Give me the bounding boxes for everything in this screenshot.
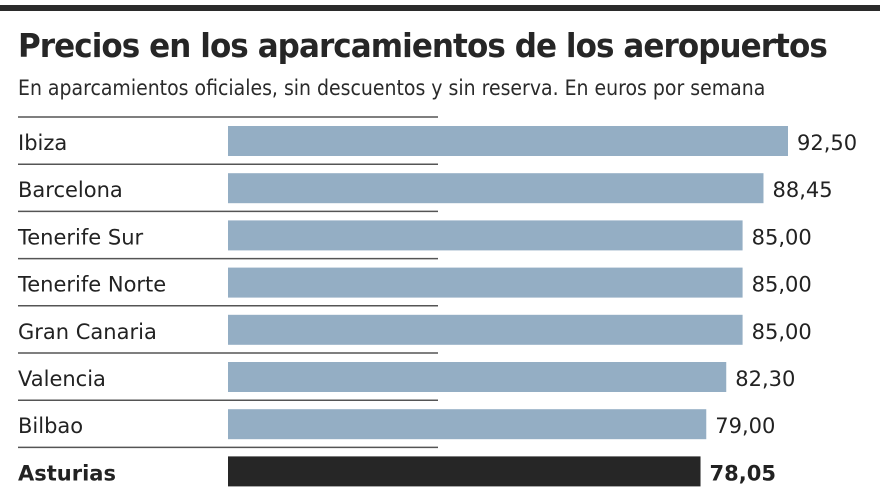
bar-bilbao — [228, 409, 707, 440]
value-label: 92,50 — [797, 131, 857, 155]
bar-barcelona — [228, 173, 764, 204]
value-label: 85,00 — [752, 320, 812, 344]
value-label: 79,00 — [715, 414, 775, 438]
bar-tenerife-norte — [228, 267, 743, 298]
bar-ibiza — [228, 126, 788, 156]
bar-tenerife-sur — [228, 220, 743, 251]
bar-valencia — [228, 362, 727, 392]
value-label: 85,00 — [752, 225, 812, 249]
value-label: 88,45 — [772, 178, 832, 202]
category-label: Gran Canaria — [18, 320, 157, 344]
top-rule — [0, 5, 880, 11]
value-label: 82,30 — [735, 367, 795, 391]
bar-chart: Ibiza 92,50 Barcelona 88,45 Tenerife Sur 85,0… — [17, 116, 857, 487]
value-label: 78,05 — [710, 461, 776, 485]
bar-gran-canaria — [228, 314, 743, 345]
category-label: Tenerife Norte — [17, 273, 166, 297]
category-label: Valencia — [18, 367, 106, 391]
bar-asturias — [228, 456, 701, 487]
category-label: Barcelona — [18, 178, 123, 202]
category-label: Tenerife Sur — [17, 225, 144, 249]
category-label: Bilbao — [18, 414, 83, 438]
value-label: 85,00 — [752, 273, 812, 297]
category-label: Ibiza — [18, 131, 67, 155]
category-label: Asturias — [18, 461, 116, 485]
chart-subtitle: En aparcamientos oficiales, sin descuent… — [18, 76, 766, 100]
chart-title: Precios en los aparcamientos de los aero… — [18, 26, 828, 65]
